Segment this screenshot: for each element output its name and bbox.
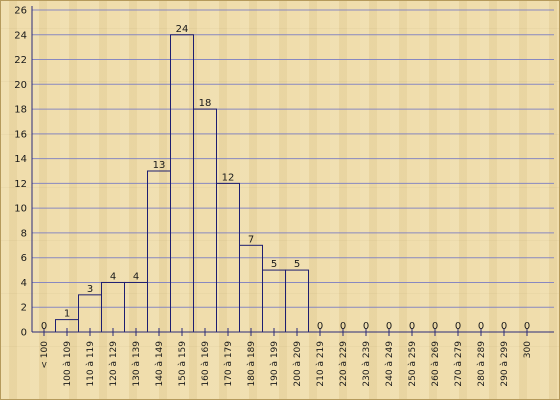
data-label: 0 [524, 321, 530, 332]
y-tick-label: 22 [14, 55, 27, 66]
data-label: 0 [478, 321, 484, 332]
data-label: 0 [432, 321, 438, 332]
x-tick-label: 180 à 189 [247, 341, 257, 387]
x-tick-label: 100 à 109 [63, 341, 73, 387]
data-label: 0 [409, 321, 415, 332]
x-tick-label: 290 à 299 [500, 341, 510, 387]
data-label: 5 [271, 259, 277, 270]
x-tick-label: 260 à 269 [431, 341, 441, 387]
x-tick-label: 210 à 219 [316, 341, 326, 387]
y-tick-label: 10 [14, 204, 27, 215]
y-tick-label: 8 [21, 228, 27, 239]
x-tick-label: 280 à 289 [477, 341, 487, 387]
x-tick-label: 110 à 119 [86, 341, 96, 387]
x-tick-label: 230 à 239 [362, 341, 372, 387]
x-tick-label: 190 à 199 [270, 341, 280, 387]
x-tick-label: 200 à 209 [293, 341, 303, 387]
y-tick-label: 12 [14, 179, 27, 190]
y-tick-label: 16 [14, 129, 27, 140]
x-tick-label: 250 à 259 [408, 341, 418, 387]
bar [285, 269, 309, 333]
x-tick-label: 150 à 159 [178, 341, 188, 387]
data-label: 0 [41, 321, 47, 332]
data-label: 0 [340, 321, 346, 332]
y-tick-label: 2 [21, 303, 27, 314]
data-label: 0 [386, 321, 392, 332]
bar [193, 108, 217, 333]
x-tick-label: 120 à 129 [109, 341, 119, 387]
y-tick-label: 0 [21, 328, 27, 339]
bar [239, 244, 263, 333]
x-tick-label: 130 à 139 [132, 341, 142, 387]
x-tick-label: 240 à 249 [385, 341, 395, 387]
data-label: 0 [501, 321, 507, 332]
x-tick-label: 220 à 229 [339, 341, 349, 387]
y-tick-label: 20 [14, 80, 27, 91]
data-label: 0 [455, 321, 461, 332]
y-tick-label: 14 [14, 154, 27, 165]
y-tick-label: 26 [14, 6, 27, 17]
grid [32, 9, 554, 333]
bar [262, 269, 286, 333]
x-tick-label: 300 [523, 341, 533, 358]
data-label: 7 [248, 234, 254, 245]
data-label: 1 [64, 309, 70, 320]
y-tick-label: 6 [21, 253, 27, 264]
y-tick-label: 18 [14, 105, 27, 116]
x-tick-label: < 100 [40, 341, 50, 369]
bar [147, 170, 171, 333]
x-tick-label: 140 à 149 [155, 341, 165, 387]
y-tick-label: 4 [21, 278, 27, 289]
x-tick-label: 160 à 169 [201, 341, 211, 387]
x-tick-label: 270 à 279 [454, 341, 464, 387]
data-label: 13 [153, 160, 166, 171]
x-tick-label: 170 à 179 [224, 341, 234, 387]
data-label: 0 [363, 321, 369, 332]
data-label: 12 [222, 172, 235, 183]
data-label: 4 [133, 271, 139, 282]
data-label: 3 [87, 284, 93, 295]
data-label: 4 [110, 271, 116, 282]
data-label: 24 [176, 24, 189, 35]
data-label: 18 [199, 98, 212, 109]
y-tick-label: 24 [14, 30, 27, 41]
data-label: 5 [294, 259, 300, 270]
bar [78, 294, 102, 333]
data-label: 0 [317, 321, 323, 332]
